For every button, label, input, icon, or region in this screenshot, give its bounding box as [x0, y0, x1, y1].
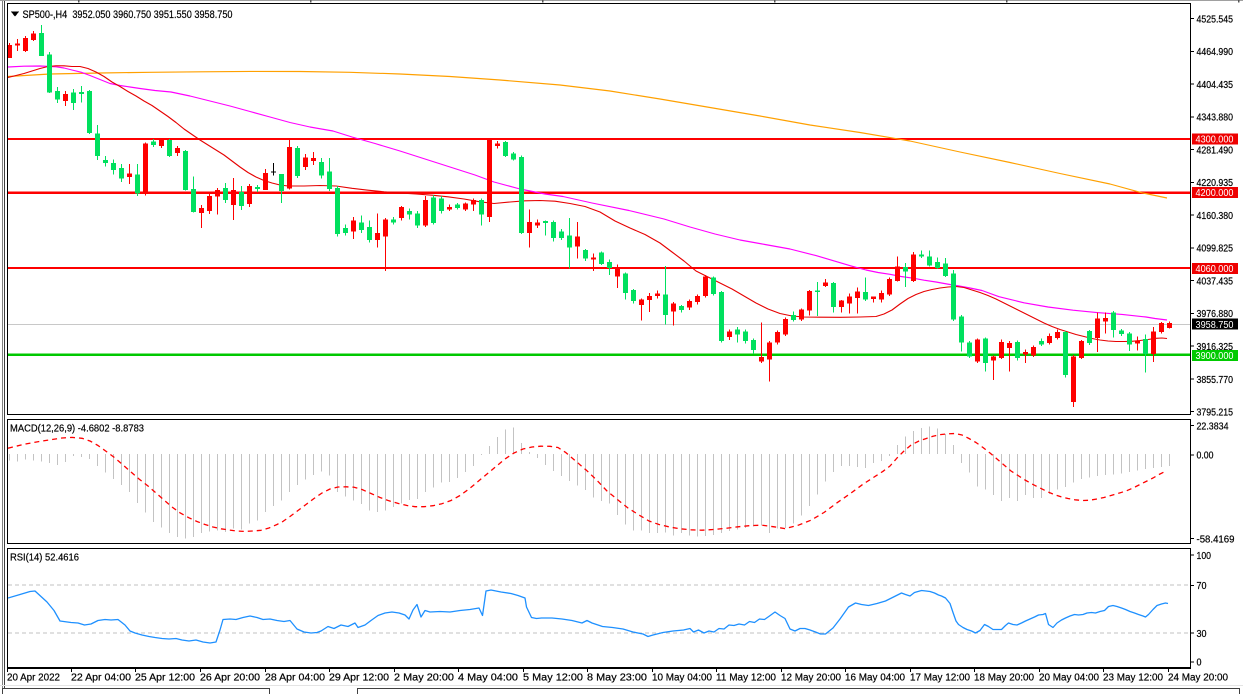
svg-text:25 Apr 12:00: 25 Apr 12:00 — [135, 673, 195, 684]
svg-text:3958.750: 3958.750 — [1196, 320, 1234, 331]
svg-text:3916.325: 3916.325 — [1197, 342, 1234, 353]
svg-text:70: 70 — [1197, 581, 1207, 592]
svg-text:3795.215: 3795.215 — [1197, 408, 1234, 419]
svg-text:4099.825: 4099.825 — [1197, 244, 1234, 255]
svg-text:3855.770: 3855.770 — [1197, 375, 1234, 386]
svg-text:16 May 04:00: 16 May 04:00 — [845, 673, 905, 684]
svg-text:5 May 12:00: 5 May 12:00 — [523, 673, 583, 684]
svg-text:SP500-,H4 3952.050 3960.750 3: SP500-,H4 3952.050 3960.750 3951.550 395… — [23, 9, 233, 21]
svg-text:0.00: 0.00 — [1197, 451, 1214, 462]
svg-text:10 May 04:00: 10 May 04:00 — [652, 673, 712, 684]
svg-text:4525.545: 4525.545 — [1197, 14, 1234, 25]
svg-text:4404.435: 4404.435 — [1197, 80, 1234, 91]
svg-text:4 May 04:00: 4 May 04:00 — [458, 673, 518, 684]
svg-text:22 Apr 04:00: 22 Apr 04:00 — [71, 673, 131, 684]
svg-text:4220.935: 4220.935 — [1197, 178, 1234, 189]
svg-text:100: 100 — [1197, 551, 1212, 562]
svg-text:18 May 20:00: 18 May 20:00 — [974, 673, 1034, 684]
svg-text:3976.880: 3976.880 — [1197, 309, 1234, 320]
svg-text:26 Apr 20:00: 26 Apr 20:00 — [200, 673, 260, 684]
svg-text:4300.000: 4300.000 — [1196, 134, 1234, 145]
svg-text:MACD(12,26,9) -4.6802 -8.8783: MACD(12,26,9) -4.6802 -8.8783 — [10, 423, 144, 435]
svg-text:30: 30 — [1197, 629, 1207, 640]
svg-text:24 May 20:00: 24 May 20:00 — [1168, 673, 1228, 684]
svg-text:20 May 04:00: 20 May 04:00 — [1039, 673, 1099, 684]
svg-text:2 May 20:00: 2 May 20:00 — [394, 673, 454, 684]
svg-text:12 May 20:00: 12 May 20:00 — [781, 673, 841, 684]
svg-text:8 May 23:00: 8 May 23:00 — [587, 673, 647, 684]
svg-text:RSI(14) 52.4616: RSI(14) 52.4616 — [10, 552, 79, 564]
svg-text:4060.000: 4060.000 — [1196, 264, 1234, 275]
svg-text:4037.435: 4037.435 — [1197, 276, 1234, 287]
svg-text:4464.990: 4464.990 — [1197, 47, 1234, 58]
svg-text:4281.490: 4281.490 — [1197, 145, 1234, 156]
svg-text:-58.4169: -58.4169 — [1197, 534, 1235, 545]
svg-text:23 May 12:00: 23 May 12:00 — [1103, 673, 1163, 684]
svg-text:4160.380: 4160.380 — [1197, 211, 1234, 222]
svg-text:0: 0 — [1197, 658, 1202, 669]
svg-text:11 May 12:00: 11 May 12:00 — [716, 673, 776, 684]
svg-text:29 Apr 12:00: 29 Apr 12:00 — [329, 673, 389, 684]
svg-text:22.3834: 22.3834 — [1197, 422, 1229, 433]
svg-text:20 Apr 2022: 20 Apr 2022 — [7, 673, 60, 684]
svg-text:17 May 12:00: 17 May 12:00 — [910, 673, 970, 684]
svg-text:4200.000: 4200.000 — [1196, 188, 1234, 199]
svg-text:28 Apr 04:00: 28 Apr 04:00 — [265, 673, 325, 684]
svg-text:3900.000: 3900.000 — [1196, 351, 1234, 362]
svg-text:4343.880: 4343.880 — [1197, 113, 1234, 124]
